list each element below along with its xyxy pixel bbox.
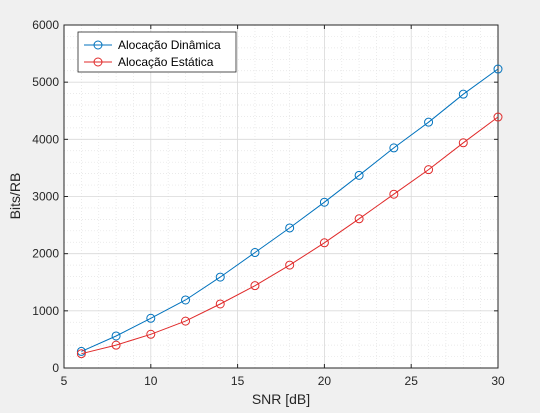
series-layer	[76, 64, 503, 359]
data-point-series-1	[76, 346, 86, 356]
legend: Alocação Dinâmica Alocação Estática	[77, 31, 237, 73]
x-tick-label: 15	[231, 374, 245, 388]
data-point-series-1	[285, 223, 295, 233]
tick-labels: 5 10 15 20 25 30 0 1000 2000 3000 4000 5000 6000	[32, 18, 505, 388]
data-point-series-2	[493, 112, 503, 122]
x-tick-label: 25	[405, 374, 419, 388]
data-point-series-1	[493, 64, 503, 74]
y-tick-label: 6000	[32, 18, 59, 32]
data-point-series-1	[424, 117, 434, 127]
data-point-series-1	[111, 331, 121, 341]
x-tick-label: 20	[318, 374, 332, 388]
data-point-series-2	[424, 165, 434, 175]
legend-marker-1	[93, 40, 103, 50]
x-axis-label: SNR [dB]	[252, 391, 310, 407]
data-point-series-1	[181, 295, 191, 305]
data-point-series-2	[146, 329, 156, 339]
y-tick-label: 4000	[32, 132, 59, 146]
y-tick-label: 1000	[32, 304, 59, 318]
legend-marker-2	[93, 57, 103, 67]
data-point-series-2	[250, 281, 260, 291]
x-tick-label: 10	[144, 374, 158, 388]
y-tick-label: 3000	[32, 190, 59, 204]
data-point-series-2	[215, 299, 225, 309]
data-point-series-1	[319, 197, 329, 207]
data-point-series-2	[76, 349, 86, 359]
data-point-series-2	[458, 138, 468, 148]
series-line-1	[81, 68, 499, 352]
data-point-series-1	[215, 272, 225, 282]
x-tick-label: 30	[491, 374, 505, 388]
legend-box	[77, 31, 237, 73]
data-point-series-2	[111, 340, 121, 350]
x-tick-label: 5	[61, 374, 68, 388]
data-point-series-1	[146, 313, 156, 323]
data-point-series-1	[458, 89, 468, 99]
data-point-series-2	[285, 260, 295, 270]
data-point-series-1	[250, 248, 260, 258]
legend-label-2: Alocação Estática	[118, 55, 214, 69]
legend-label-1: Alocação Dinâmica	[118, 38, 221, 52]
data-point-series-1	[354, 170, 364, 180]
y-tick-label: 2000	[32, 247, 59, 261]
data-point-series-1	[389, 143, 399, 153]
data-point-series-2	[389, 189, 399, 199]
axis-ticks	[63, 24, 499, 369]
data-point-series-2	[181, 316, 191, 326]
y-tick-label: 5000	[32, 75, 59, 89]
data-point-series-2	[354, 214, 364, 224]
series-line-2	[81, 116, 499, 355]
y-axis-label: Bits/RB	[7, 173, 23, 220]
y-tick-label: 0	[52, 361, 59, 375]
data-point-series-2	[319, 238, 329, 248]
